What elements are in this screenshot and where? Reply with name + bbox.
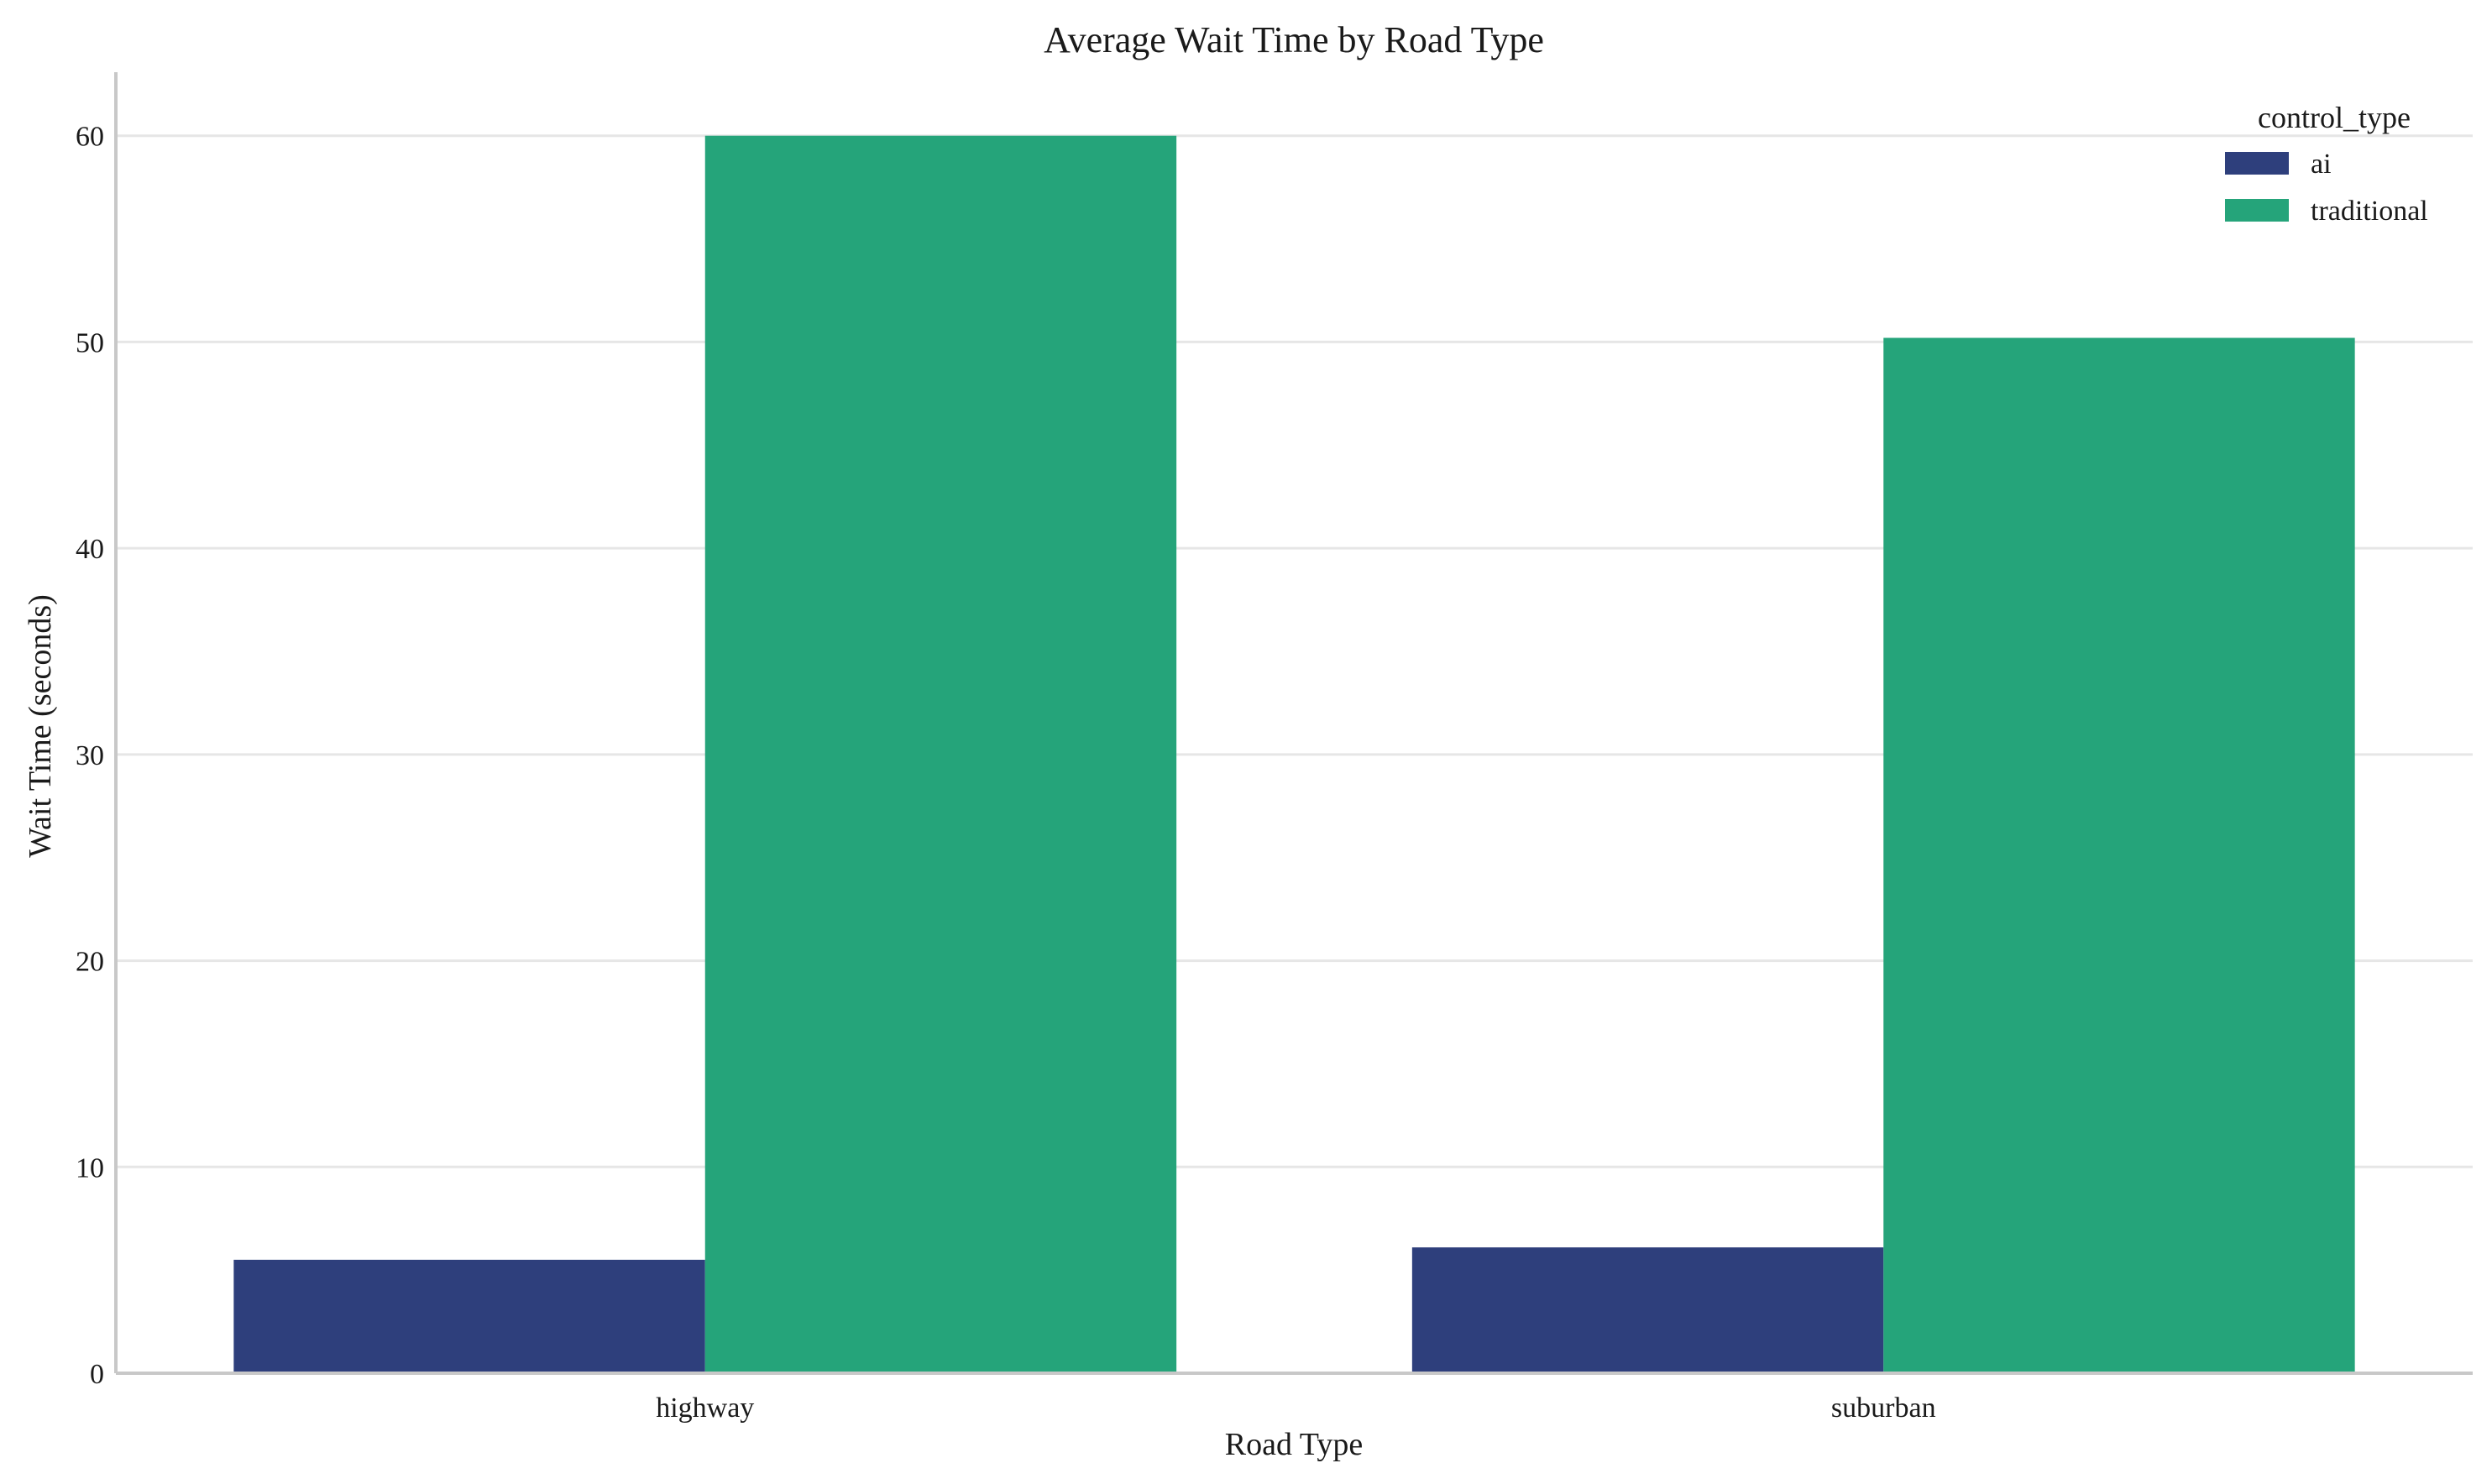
- bar-ai-suburban: [1411, 1247, 1884, 1373]
- legend-label-traditional: traditional: [2311, 196, 2428, 227]
- bar-traditional-highway: [704, 135, 1177, 1374]
- x-tick-labels: highway suburban: [656, 1393, 1935, 1424]
- y-tick-label: 10: [76, 1152, 104, 1184]
- y-tick-label: 60: [76, 122, 104, 153]
- y-tick-label: 50: [76, 327, 104, 358]
- legend-items: ai traditional: [2225, 149, 2428, 227]
- legend: control_type ai traditional: [2225, 101, 2428, 227]
- chart-title: Average Wait Time by Road Type: [1044, 19, 1544, 60]
- y-tick-label: 40: [76, 534, 104, 565]
- bar-traditional-suburban: [1883, 337, 2355, 1373]
- y-axis-label: Wait Time (seconds): [23, 594, 58, 858]
- y-tick-labels: 0 10 20 30 40 50 60: [76, 122, 104, 1390]
- x-axis-label: Road Type: [1225, 1427, 1363, 1462]
- legend-title: control_type: [2258, 101, 2411, 134]
- y-tick-label: 30: [76, 740, 104, 771]
- x-tick-label: highway: [656, 1393, 754, 1424]
- legend-label-ai: ai: [2311, 149, 2332, 180]
- y-tick-label: 20: [76, 947, 104, 978]
- legend-swatch-traditional: [2225, 199, 2289, 222]
- x-tick-label: suburban: [1831, 1393, 1936, 1424]
- legend-swatch-ai: [2225, 152, 2289, 175]
- bar-ai-highway: [233, 1259, 705, 1373]
- bars: [233, 135, 2355, 1374]
- y-tick-label: 0: [90, 1359, 104, 1390]
- axes: [114, 72, 2473, 1375]
